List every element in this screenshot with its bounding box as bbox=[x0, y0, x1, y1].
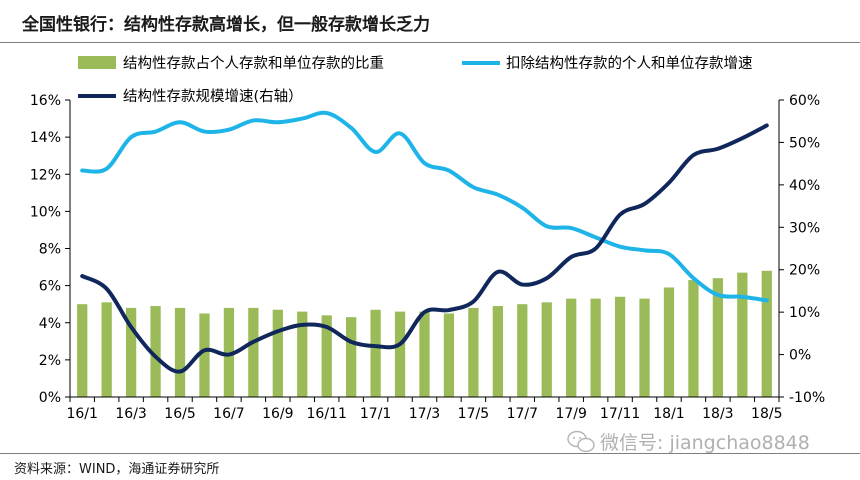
bar bbox=[541, 302, 552, 397]
x-tick-label: 16/5 bbox=[164, 406, 195, 422]
right-tick-label: -10% bbox=[789, 390, 825, 406]
chart-title: 全国性银行：结构性存款高增长，但一般存款增长乏力 bbox=[22, 15, 430, 35]
bar bbox=[199, 313, 210, 397]
axes: 0% 2% 4% 6% 8% 10% 12% 14% 16% -10% 0% 10% 20% 30% 40%… bbox=[30, 93, 825, 422]
bar bbox=[394, 311, 406, 397]
left-tick-label: 12% bbox=[30, 167, 61, 183]
bar bbox=[639, 298, 650, 397]
x-tick-label: 18/5 bbox=[751, 406, 782, 422]
legend-label-bar: 结构性存款占个人存款和单位存款的比重 bbox=[123, 55, 384, 72]
bar bbox=[150, 306, 161, 397]
bar bbox=[125, 307, 137, 397]
left-tick-label: 4% bbox=[39, 316, 61, 332]
footer-divider bbox=[0, 453, 860, 454]
bar bbox=[468, 307, 479, 397]
left-tick-label: 16% bbox=[30, 93, 61, 109]
watermark: 微信号: jiangchao8848 bbox=[567, 430, 810, 454]
bar bbox=[688, 280, 699, 397]
x-tick-label: 17/9 bbox=[555, 406, 586, 422]
bar bbox=[590, 298, 601, 397]
bar bbox=[419, 311, 430, 397]
bar bbox=[370, 309, 381, 397]
x-tick-label: 17/7 bbox=[507, 406, 538, 422]
right-tick-label: 40% bbox=[789, 178, 820, 194]
source-note: 资料来源：WIND，海通证券研究所 bbox=[14, 462, 220, 477]
left-tick-label: 6% bbox=[39, 279, 61, 295]
bar bbox=[492, 306, 503, 397]
left-tick-label: 8% bbox=[39, 242, 61, 258]
legend-label-dark-line: 结构性存款规模增速(右轴） bbox=[123, 88, 303, 105]
bar bbox=[77, 304, 88, 397]
x-tick-label: 16/1 bbox=[66, 406, 97, 422]
x-tick-label: 16/9 bbox=[262, 406, 293, 422]
title-divider bbox=[0, 42, 860, 43]
right-tick-label: 0% bbox=[789, 348, 811, 364]
wechat-icon bbox=[567, 430, 595, 453]
left-tick-label: 10% bbox=[30, 204, 61, 220]
bar bbox=[517, 304, 528, 397]
bar-series bbox=[77, 270, 772, 397]
bar bbox=[321, 315, 332, 397]
bar bbox=[346, 317, 357, 397]
bar bbox=[223, 307, 235, 397]
x-tick-label: 18/1 bbox=[653, 406, 684, 422]
legend-swatch-bar bbox=[78, 56, 116, 69]
bar bbox=[566, 298, 577, 397]
x-tick-label: 16/3 bbox=[115, 406, 146, 422]
legend-label-light-line: 扣除结构性存款的个人和单位存款增速 bbox=[506, 55, 753, 72]
line-ex-structured-deposit-growth bbox=[80, 110, 769, 303]
x-tick-label: 17/5 bbox=[458, 406, 489, 422]
x-tick-label: 17/1 bbox=[360, 406, 391, 422]
bar bbox=[712, 278, 724, 397]
left-tick-label: 14% bbox=[30, 130, 61, 146]
right-tick-label: 60% bbox=[789, 93, 820, 109]
bar bbox=[297, 311, 308, 397]
right-tick-label: 50% bbox=[789, 135, 820, 151]
x-tick-label: 16/11 bbox=[307, 406, 347, 422]
x-tick-label: 16/7 bbox=[213, 406, 244, 422]
bar bbox=[614, 296, 626, 397]
bar bbox=[663, 287, 675, 397]
watermark-text: 微信号: jiangchao8848 bbox=[600, 432, 810, 454]
line-series bbox=[80, 110, 769, 374]
bar bbox=[174, 307, 186, 397]
x-tick-label: 17/11 bbox=[600, 406, 640, 422]
right-tick-label: 10% bbox=[789, 305, 820, 321]
x-tick-label: 17/3 bbox=[409, 406, 440, 422]
x-tick-label: 18/3 bbox=[702, 406, 733, 422]
bar bbox=[737, 272, 748, 397]
legend: 结构性存款占个人存款和单位存款的比重 扣除结构性存款的个人和单位存款增速结构性存款… bbox=[78, 55, 753, 105]
bar bbox=[761, 270, 772, 397]
right-tick-label: 30% bbox=[789, 220, 820, 236]
line-structured-deposit-growth-right-axis bbox=[80, 123, 769, 374]
left-tick-label: 2% bbox=[39, 353, 61, 369]
bar bbox=[101, 302, 112, 397]
bar bbox=[272, 309, 283, 397]
right-tick-label: 20% bbox=[789, 263, 820, 279]
bar bbox=[248, 307, 259, 397]
left-tick-label: 0% bbox=[39, 390, 61, 406]
bar bbox=[443, 313, 455, 397]
